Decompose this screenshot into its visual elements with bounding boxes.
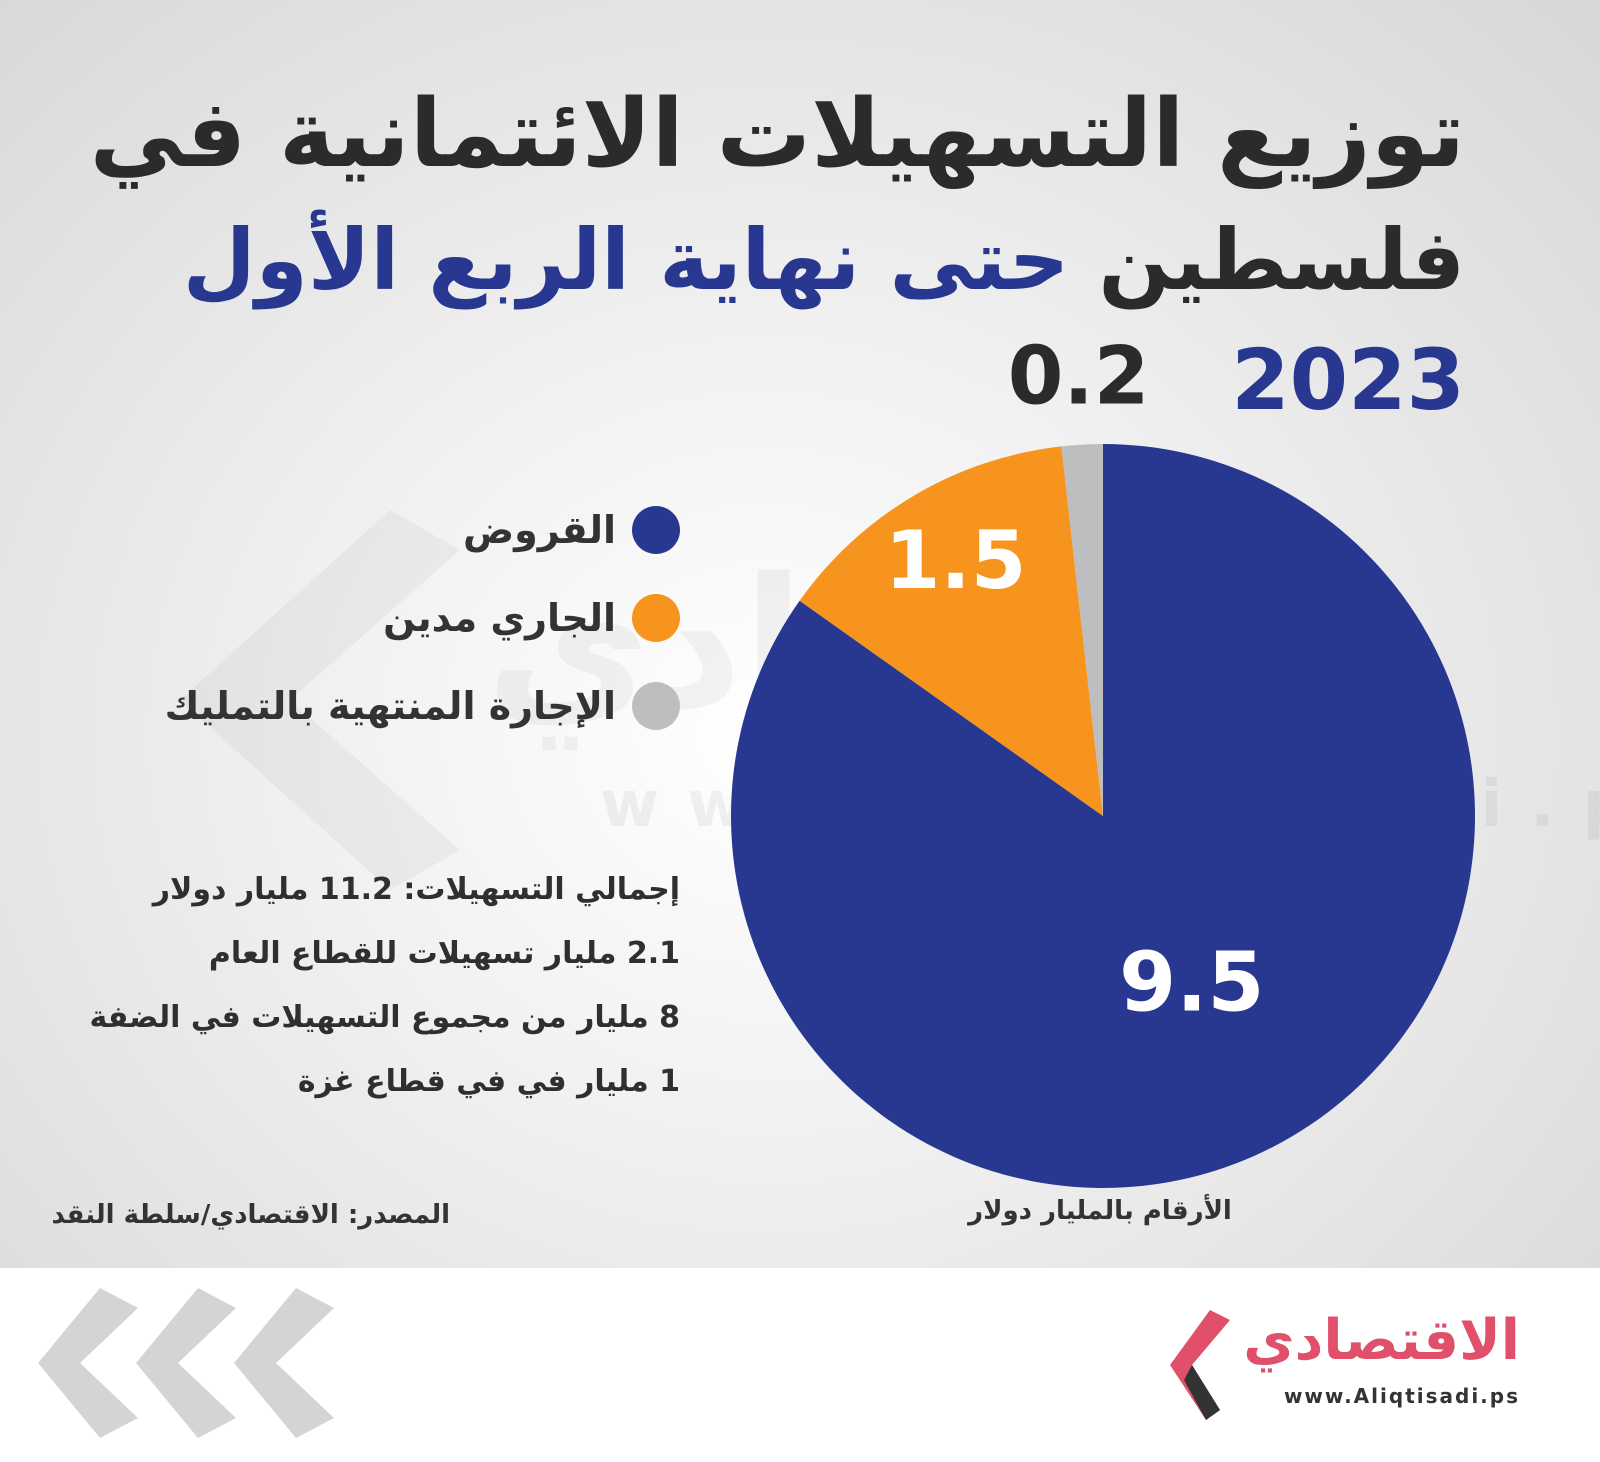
legend-label-leasing: الإجارة المنتهية بالتمليك [164, 684, 616, 728]
pie-label-leasing: 0.2 [1008, 329, 1150, 422]
title-line-2: فلسطين حتى نهاية الربع الأول 2023 [65, 200, 1465, 440]
notes-list: إجمالي التسهيلات: 11.2 مليار دولار 2.1 م… [89, 858, 680, 1114]
pie-label-loans: 9.5 [1119, 935, 1264, 1030]
legend-label-overdraft: الجاري مدين [383, 596, 616, 640]
source-text: المصدر: الاقتصادي/سلطة النقد [51, 1200, 450, 1230]
legend-swatch-loans [632, 506, 680, 554]
legend-item-loans: القروض [165, 486, 680, 574]
legend-item-overdraft: الجاري مدين [165, 574, 680, 662]
logo-name: الاقتصادي [1243, 1308, 1520, 1373]
infographic-panel: الاقتصادي www.Aliqtisadi.ps توزيع التسهي… [0, 0, 1600, 1268]
chart-title: توزيع التسهيلات الائتمانية في فلسطين حتى… [65, 70, 1465, 440]
title-line-1: توزيع التسهيلات الائتمانية في [89, 80, 1465, 189]
note-total: إجمالي التسهيلات: 11.2 مليار دولار [152, 872, 680, 907]
note-public-sector: 2.1 مليار تسهيلات للقطاع العام [208, 936, 680, 971]
legend: القروض الجاري مدين الإجارة المنتهية بالت… [165, 486, 680, 750]
title-line-2-dark: فلسطين [1098, 211, 1465, 309]
legend-item-leasing: الإجارة المنتهية بالتمليك [165, 662, 680, 750]
pie-chart: 9.5 1.5 0.2 [730, 329, 1475, 1188]
pie-slice-overdraft [799, 446, 1103, 816]
footer-chevrons-icon [38, 1288, 334, 1438]
logo-url: www.Aliqtisadi.ps [1283, 1384, 1520, 1408]
watermark-chevron-icon [180, 510, 460, 890]
unit-note: الأرقام بالمليار دولار [968, 1196, 1232, 1226]
legend-swatch-leasing [632, 682, 680, 730]
pie-slice-leasing [1061, 444, 1103, 816]
logo-mark-icon [1170, 1310, 1230, 1420]
legend-label-loans: القروض [462, 508, 616, 552]
note-west-bank: 8 مليار من مجموع التسهيلات في الضفة [89, 1000, 680, 1035]
title-line-2-blue: حتى نهاية الربع الأول 2023 [182, 211, 1465, 429]
pie-label-overdraft: 1.5 [885, 514, 1027, 607]
note-gaza: 1 مليار في في قطاع غزة [297, 1064, 680, 1099]
legend-swatch-overdraft [632, 594, 680, 642]
brand-logo: الاقتصادي www.Aliqtisadi.ps [1160, 1308, 1520, 1428]
